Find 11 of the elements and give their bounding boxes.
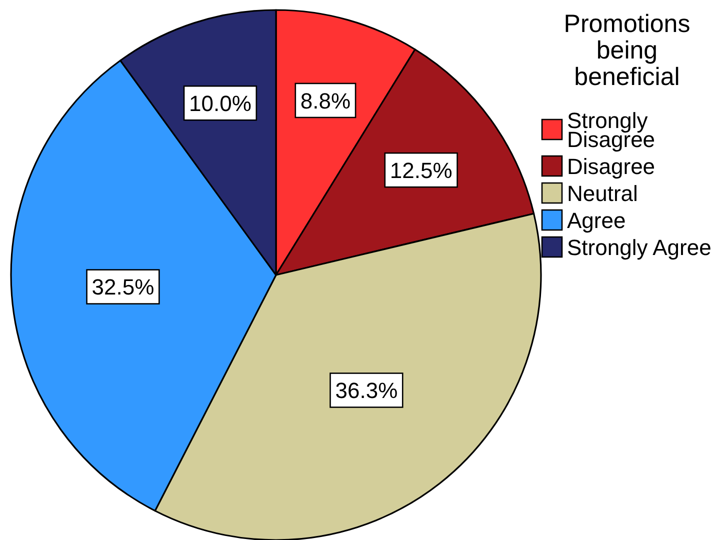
- data-label: 32.5%: [92, 274, 154, 300]
- data-label: 36.3%: [335, 378, 398, 404]
- legend-label: Disagree: [567, 154, 656, 179]
- legend-label: Strongly Agree: [567, 235, 712, 260]
- data-label: 8.8%: [300, 88, 351, 114]
- legend-title: Promotions being beneficial: [564, 10, 690, 91]
- data-label: 10.0%: [189, 91, 252, 116]
- legend-label: Strongly Disagree: [567, 108, 656, 152]
- legend-label: Neutral: [567, 181, 638, 206]
- data-label: 12.5%: [390, 158, 452, 183]
- legend-label: Agree: [567, 208, 626, 233]
